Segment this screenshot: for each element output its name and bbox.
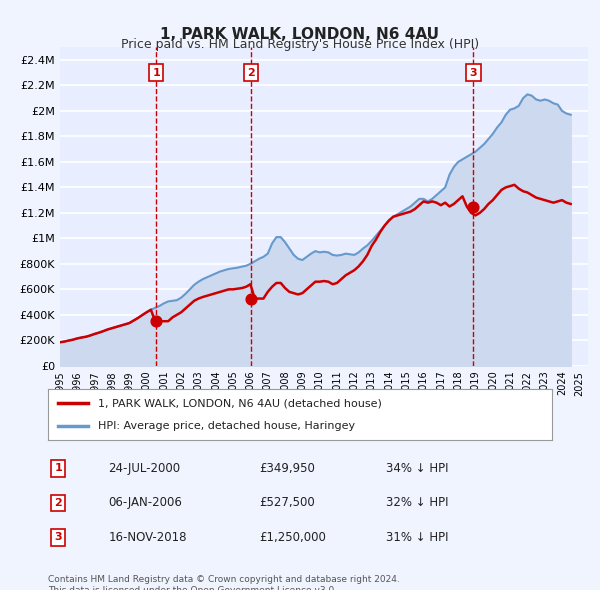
Text: £1,250,000: £1,250,000	[260, 531, 326, 544]
Text: 2: 2	[247, 68, 254, 78]
Text: 3: 3	[54, 533, 62, 542]
Text: 1: 1	[54, 464, 62, 473]
Text: 1, PARK WALK, LONDON, N6 4AU: 1, PARK WALK, LONDON, N6 4AU	[161, 27, 439, 41]
Text: 24-JUL-2000: 24-JUL-2000	[109, 462, 181, 475]
Text: £527,500: £527,500	[260, 496, 316, 510]
Text: Contains HM Land Registry data © Crown copyright and database right 2024.
This d: Contains HM Land Registry data © Crown c…	[48, 575, 400, 590]
Text: 31% ↓ HPI: 31% ↓ HPI	[386, 531, 448, 544]
Point	[151, 316, 161, 326]
Text: 34% ↓ HPI: 34% ↓ HPI	[386, 462, 448, 475]
Text: 3: 3	[470, 68, 477, 78]
Text: 16-NOV-2018: 16-NOV-2018	[109, 531, 187, 544]
Point	[246, 294, 256, 303]
Text: 2: 2	[54, 498, 62, 508]
Text: 1: 1	[152, 68, 160, 78]
Point	[469, 202, 478, 211]
Text: 32% ↓ HPI: 32% ↓ HPI	[386, 496, 448, 510]
Text: £349,950: £349,950	[260, 462, 316, 475]
Text: Price paid vs. HM Land Registry's House Price Index (HPI): Price paid vs. HM Land Registry's House …	[121, 38, 479, 51]
Text: 06-JAN-2006: 06-JAN-2006	[109, 496, 182, 510]
Text: HPI: Average price, detached house, Haringey: HPI: Average price, detached house, Hari…	[98, 421, 356, 431]
Text: 1, PARK WALK, LONDON, N6 4AU (detached house): 1, PARK WALK, LONDON, N6 4AU (detached h…	[98, 398, 382, 408]
